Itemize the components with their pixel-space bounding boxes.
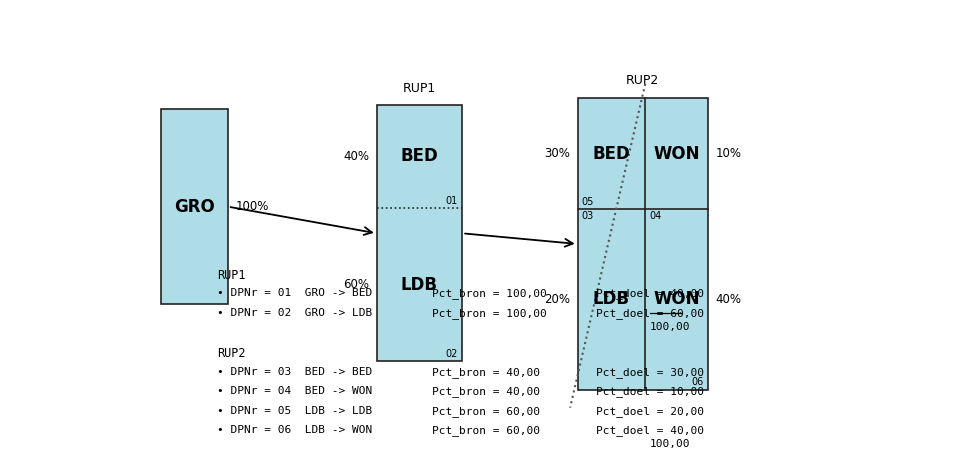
Text: 10%: 10% xyxy=(715,147,741,160)
Text: Pct_doel = 60,00: Pct_doel = 60,00 xyxy=(596,308,705,319)
Text: • DPNr = 02  GRO -> LDB: • DPNr = 02 GRO -> LDB xyxy=(217,308,372,318)
Text: 02: 02 xyxy=(445,349,458,359)
Text: Pct_doel = 40,00: Pct_doel = 40,00 xyxy=(596,426,705,436)
Text: LDB: LDB xyxy=(401,275,438,293)
Bar xyxy=(161,109,228,304)
Bar xyxy=(376,105,463,361)
Text: 60%: 60% xyxy=(344,278,370,291)
Text: RUP2: RUP2 xyxy=(217,347,245,360)
Text: 30%: 30% xyxy=(544,147,570,160)
Text: Pct_bron = 100,00: Pct_bron = 100,00 xyxy=(432,288,547,299)
Text: 100%: 100% xyxy=(235,200,269,213)
Text: 01: 01 xyxy=(445,196,458,206)
Text: 40%: 40% xyxy=(715,293,741,306)
Text: WON: WON xyxy=(653,291,700,309)
Text: Pct_doel = 40,00: Pct_doel = 40,00 xyxy=(596,288,705,299)
Text: GRO: GRO xyxy=(174,198,215,216)
Text: 20%: 20% xyxy=(544,293,570,306)
Text: Pct_doel = 10,00: Pct_doel = 10,00 xyxy=(596,386,705,397)
Text: WON: WON xyxy=(653,145,700,163)
Text: BED: BED xyxy=(400,147,439,165)
Text: Pct_bron = 60,00: Pct_bron = 60,00 xyxy=(432,406,540,417)
Text: LDB: LDB xyxy=(593,291,630,309)
Text: • DPNr = 04  BED -> WON: • DPNr = 04 BED -> WON xyxy=(217,386,372,396)
Text: • DPNr = 03  BED -> BED: • DPNr = 03 BED -> BED xyxy=(217,367,372,377)
Text: Pct_doel = 20,00: Pct_doel = 20,00 xyxy=(596,406,705,417)
Text: RUP2: RUP2 xyxy=(626,74,660,87)
Text: 06: 06 xyxy=(692,377,704,387)
Text: Pct_bron = 60,00: Pct_bron = 60,00 xyxy=(432,426,540,436)
Text: 40%: 40% xyxy=(344,150,370,163)
Text: • DPNr = 05  LDB -> LDB: • DPNr = 05 LDB -> LDB xyxy=(217,406,372,416)
Bar xyxy=(578,98,708,390)
Text: • DPNr = 06  LDB -> WON: • DPNr = 06 LDB -> WON xyxy=(217,426,372,435)
Text: Pct_doel = 30,00: Pct_doel = 30,00 xyxy=(596,367,705,377)
Text: Pct_bron = 40,00: Pct_bron = 40,00 xyxy=(432,367,540,377)
Text: 100,00: 100,00 xyxy=(650,322,690,332)
Text: RUP1: RUP1 xyxy=(403,82,436,95)
Text: Pct_bron = 100,00: Pct_bron = 100,00 xyxy=(432,308,547,319)
Text: • DPNr = 01  GRO -> BED: • DPNr = 01 GRO -> BED xyxy=(217,288,372,298)
Text: 05: 05 xyxy=(581,197,593,207)
Text: Pct_bron = 40,00: Pct_bron = 40,00 xyxy=(432,386,540,397)
Text: 03: 03 xyxy=(581,211,593,221)
Text: BED: BED xyxy=(592,145,631,163)
Text: RUP1: RUP1 xyxy=(217,269,245,282)
Text: 04: 04 xyxy=(649,211,661,221)
Text: 100,00: 100,00 xyxy=(650,439,690,449)
